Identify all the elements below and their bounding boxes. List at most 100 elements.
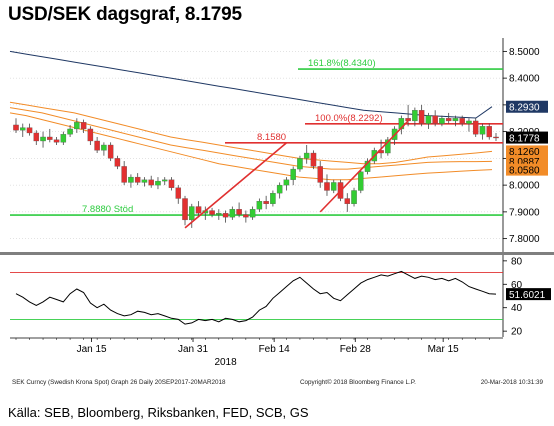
level-label: 161.8%(8.4340) [308,58,376,69]
panel-separator [0,252,554,255]
candle-body [189,206,195,221]
candle-body [303,152,310,159]
candle-body [479,126,486,135]
rsi-last-value-box [506,288,551,301]
candle-body [121,166,127,183]
level-label: 100.0%(8.2292) [315,113,383,124]
candle-body [283,179,290,186]
rsi-tick-label: 20 [511,327,523,338]
candle-body [141,179,148,183]
candle-body [87,128,94,142]
candle-body [439,118,445,124]
rsi-last-value-label: 51.6021 [509,290,546,301]
candle-body [297,158,303,170]
last-value-box [506,163,548,176]
x-tick-label: Jan 31 [178,344,208,355]
price-tick-label: 7.8000 [509,234,540,245]
candle-body [385,139,391,154]
candle-body [466,120,472,124]
chart-title: USD/SEK dagsgraf, 8.1795 [8,4,242,25]
candle-body [134,176,141,183]
candle-body [236,209,242,215]
candle-body [161,179,168,182]
footer-center: Copyright© 2018 Bloomberg Finance L.P. [300,378,416,386]
candle-body [344,198,351,204]
candle-body [47,136,53,140]
last-value-label: 8.2930 [509,103,540,114]
price-tick-label: 8.0000 [509,181,540,192]
candle-body [195,206,202,214]
rsi-tick-label: 60 [511,280,523,291]
candle-body [310,152,317,167]
x-tick-label: Mar 15 [428,344,460,355]
candle-body [168,179,175,188]
candle-body [418,110,425,124]
candle-body [107,144,114,159]
price-panel: 7.80007.90008.00008.10008.20008.30008.40… [0,38,554,255]
candle-body [222,213,229,218]
rsi-tick-label: 80 [511,256,523,267]
candle-body [13,124,19,131]
rsi-panel: 20 40 60 80 51.6021 [10,255,551,338]
candle-body [249,209,256,218]
candle-body [209,210,215,215]
candle-body [358,171,364,191]
candle-body [60,134,67,143]
moving-average-line [9,101,493,165]
candle-body [486,126,492,138]
candle-body [351,190,357,205]
candle-body [290,168,296,180]
last-value-box [506,145,548,158]
candle-body [472,120,479,135]
candle-body [101,144,107,151]
candle-body [128,176,134,183]
candle-body [324,182,330,191]
candle-body [229,209,236,218]
candle-body [425,115,432,124]
candle-body [80,122,87,130]
candle-body [263,201,269,205]
trend-line [319,120,409,213]
candle-body [445,118,452,122]
candle-body [53,139,60,143]
last-value-label: 8.1778 [509,133,540,144]
candle-body [432,115,438,124]
level-label: 7.8880 Stöd [82,204,133,215]
last-value-label: 8.0887 [509,157,540,168]
price-tick-label: 8.4000 [509,74,540,85]
rsi-line [15,270,497,325]
trend-line [184,142,287,229]
candle-body [26,127,33,134]
candle-body [330,182,337,191]
candle-body [40,136,46,142]
candle-body [20,127,26,131]
candle-body [452,118,459,122]
x-axis-year-label: 2018 [214,357,237,368]
candle-body [67,128,73,135]
candle-body [114,158,121,167]
x-tick-label: Feb 28 [340,344,372,355]
candle-body [155,180,161,186]
candle-body [243,214,249,218]
level-label: 8.1580 [257,132,286,143]
footer-left: SEK Curncy (Swedish Krona Spot) Graph 26… [12,379,226,386]
price-tick-label: 8.5000 [509,47,540,58]
candle-body [317,166,323,183]
x-tick-label: Jan 15 [77,344,107,355]
moving-average-line [9,50,493,119]
candle-body [256,201,263,210]
candle-body [412,110,418,122]
last-value-label: 8.0580 [509,165,540,176]
candle-body [94,140,100,151]
candle-body [148,179,154,186]
candle-body [459,118,465,124]
footer-right: 20-Mar-2018 10:31:39 [481,379,544,386]
candle-body [175,187,182,199]
candle-body [182,198,188,221]
candle-body [493,136,499,139]
last-value-label: 8.1260 [509,147,540,158]
last-value-box [506,100,548,113]
rsi-tick-label: 40 [511,303,523,314]
candle-body [270,192,276,204]
candle-body [276,184,283,194]
